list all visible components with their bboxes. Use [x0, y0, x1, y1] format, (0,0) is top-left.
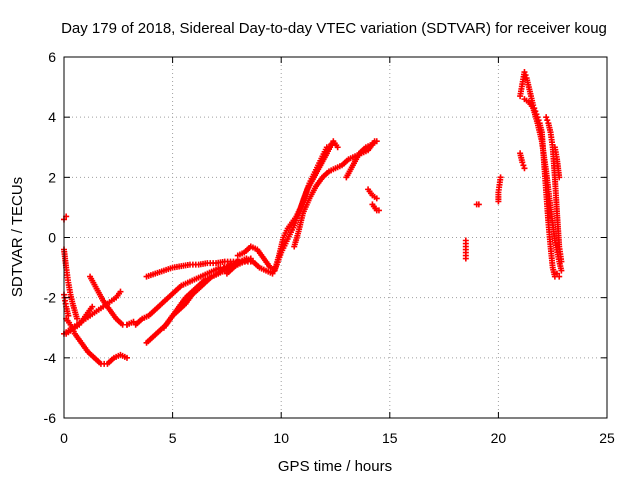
data-points: [61, 69, 565, 367]
y-tick-label: 2: [48, 169, 56, 185]
x-axis-label: GPS time / hours: [278, 458, 392, 475]
y-tick-label: 4: [48, 109, 56, 125]
y-axis-label: SDTVAR / TECUs: [9, 177, 26, 297]
data-point: [74, 315, 81, 322]
data-point: [554, 270, 561, 277]
y-tick-label: -2: [44, 290, 57, 306]
data-point: [558, 267, 565, 274]
data-point: [373, 195, 380, 202]
data-point: [556, 174, 563, 181]
x-tick-label: 5: [169, 430, 177, 446]
data-point: [521, 165, 528, 172]
plot-frame: [63, 56, 608, 419]
data-point: [123, 354, 130, 361]
data-point: [558, 258, 565, 265]
data-point: [544, 117, 551, 124]
data-point: [520, 162, 527, 169]
data-point: [65, 312, 72, 319]
data-point: [375, 207, 382, 214]
data-point: [497, 174, 504, 181]
y-tick-label: -6: [44, 410, 57, 426]
data-point: [519, 159, 526, 166]
y-tick-label: 6: [48, 49, 56, 65]
data-point: [475, 201, 482, 208]
data-point: [334, 144, 341, 151]
data-point: [556, 273, 563, 280]
chart-title: Day 179 of 2018, Sidereal Day-to-day VTE…: [61, 20, 607, 37]
y-tick-label: -4: [44, 350, 57, 366]
y-tick-label: 0: [48, 230, 56, 246]
data-point: [130, 318, 137, 325]
x-tick-label: 15: [382, 430, 398, 446]
data-point: [522, 72, 529, 79]
grid: [64, 57, 607, 418]
data-point: [373, 138, 380, 145]
x-tick-label: 20: [491, 430, 507, 446]
data-point: [521, 69, 528, 76]
x-tick-label: 25: [599, 430, 615, 446]
x-tick-label: 10: [273, 430, 289, 446]
data-point: [462, 255, 469, 262]
axis-ticks: 0 5 10 15 20 25 -6 -4 -2 0 2 4 6: [44, 49, 615, 446]
x-tick-label: 0: [60, 430, 68, 446]
data-point: [543, 114, 550, 121]
data-point: [117, 288, 124, 295]
